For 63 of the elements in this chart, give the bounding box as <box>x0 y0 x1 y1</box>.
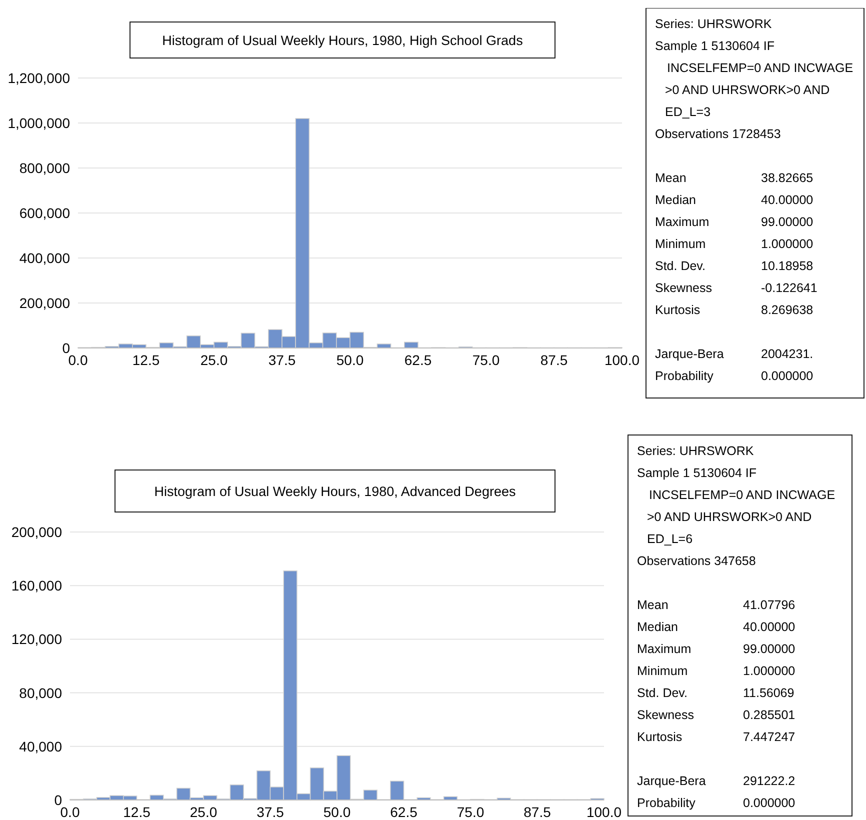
text: Std. Dev. 11.56069 <box>637 686 794 700</box>
y-tick-label: 40,000 <box>19 738 62 754</box>
y-tick-label: 120,000 <box>11 631 62 648</box>
x-tick-label: 0.0 <box>68 352 88 368</box>
x-tick-label: 50.0 <box>323 804 351 820</box>
y-tick-label: 800,000 <box>19 160 70 176</box>
chart-title: Histogram of Usual Weekly Hours, 1980, Advanced Degrees <box>154 484 516 499</box>
text: Skewness 0.285501 <box>637 708 796 722</box>
y-tick-label: 1,000,000 <box>8 115 70 131</box>
y-tick-label: 160,000 <box>11 578 62 594</box>
y-tick-label: 200,000 <box>19 295 70 311</box>
y-tick-label: 200,000 <box>11 524 62 540</box>
x-tick-label: 25.0 <box>200 352 228 368</box>
x-tick-label: 100.0 <box>604 352 640 368</box>
y-tick-label: 1,200,000 <box>8 70 70 86</box>
x-tick-label: 0.0 <box>60 804 80 820</box>
text: Skewness -0.122641 <box>655 281 818 295</box>
text: Probability 0.000000 <box>637 796 796 810</box>
text: Sample 1 5130604 IF <box>655 39 775 53</box>
x-tick-label: 12.5 <box>123 804 151 820</box>
text: Mean 38.82665 <box>655 171 814 185</box>
text: ED_L=3 <box>665 105 711 119</box>
x-tick-label: 37.5 <box>268 352 296 368</box>
text: Minimum 1.000000 <box>655 237 814 251</box>
text: Series: UHRSWORK <box>655 17 772 31</box>
x-tick-label: 75.0 <box>456 804 484 820</box>
text: Jarque-Bera 2004231. <box>655 347 814 361</box>
x-tick-label: 87.5 <box>524 804 552 820</box>
x-tick-label: 62.5 <box>390 804 418 820</box>
x-tick-label: 87.5 <box>540 352 568 368</box>
y-tick-label: 80,000 <box>19 684 62 701</box>
x-tick-label: 25.0 <box>190 804 218 820</box>
y-tick-label: 400,000 <box>19 250 70 266</box>
text: Kurtosis 8.269638 <box>655 303 814 317</box>
x-tick-label: 100.0 <box>586 804 622 820</box>
x-tick-label: 50.0 <box>336 352 364 368</box>
y-tick-label: 600,000 <box>19 205 70 221</box>
text: Kurtosis 7.447247 <box>637 730 796 744</box>
text: Median 40.00000 <box>655 193 814 207</box>
text: INCSELFEMP=0 AND INCWAGE <box>649 488 836 502</box>
text: Observations 347658 <box>637 554 756 568</box>
text: Jarque-Bera 291222.2 <box>637 774 796 788</box>
text: Series: UHRSWORK <box>637 444 754 458</box>
text: Maximum 99.00000 <box>637 642 796 656</box>
text: Sample 1 5130604 IF <box>637 466 757 480</box>
x-tick-label: 37.5 <box>256 804 284 820</box>
text: Observations 1728453 <box>655 127 781 141</box>
text: Probability 0.000000 <box>655 369 814 383</box>
text: INCSELFEMP=0 AND INCWAGE <box>667 61 854 75</box>
text: >0 AND UHRSWORK>0 AND <box>665 83 830 97</box>
y-tick-label: 0 <box>62 340 70 356</box>
text: Maximum 99.00000 <box>655 215 814 229</box>
text: Mean 41.07796 <box>637 598 796 612</box>
text: >0 AND UHRSWORK>0 AND <box>647 510 812 524</box>
x-tick-label: 12.5 <box>132 352 160 368</box>
x-tick-label: 62.5 <box>404 352 432 368</box>
y-tick-label: 0 <box>54 792 62 808</box>
x-tick-label: 75.0 <box>472 352 500 368</box>
text: Median 40.00000 <box>637 620 796 634</box>
text: Minimum 1.000000 <box>637 664 796 678</box>
chart-title: Histogram of Usual Weekly Hours, 1980, High School Grads <box>162 33 524 48</box>
text: Std. Dev. 10.18958 <box>655 259 814 273</box>
text: ED_L=6 <box>647 532 693 546</box>
